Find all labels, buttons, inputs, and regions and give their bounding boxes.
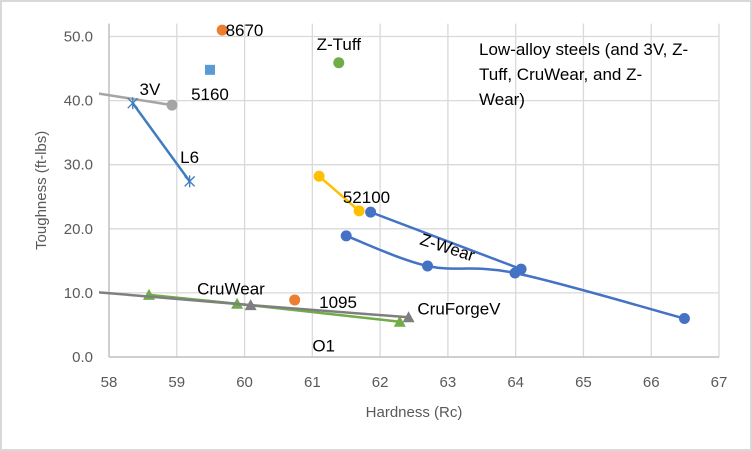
series-cruwear [289, 294, 301, 306]
x-tick-label: 60 [236, 374, 253, 391]
series-5160 [204, 64, 215, 75]
marker-3v-point [166, 99, 178, 111]
x-tick-label: 59 [168, 374, 185, 391]
point-label-cruforgev: CruForgeV [417, 299, 501, 318]
x-tick-label: 61 [304, 374, 321, 391]
y-axis-title: Toughness (ft-lbs) [33, 131, 50, 250]
x-tick-label: 62 [372, 374, 389, 391]
x-tick-label: 66 [643, 374, 660, 391]
y-tick-label: 0.0 [72, 349, 93, 366]
x-axis-title: Hardness (Rc) [366, 404, 463, 421]
marker-8670-point [216, 24, 228, 36]
series-1095 [99, 291, 415, 323]
series-line-3v [99, 92, 173, 107]
point-label-o1: O1 [312, 336, 335, 355]
x-tick-label: 64 [507, 374, 524, 391]
x-tick-label: 67 [711, 374, 728, 391]
series-cruforgev [340, 230, 690, 325]
series-line-z-wear [370, 210, 522, 271]
marker-cruwear-point [289, 294, 301, 306]
marker-52100-point [353, 205, 365, 217]
axes: 58 59 60 61 62 63 64 65 66 67 0.0 10.0 20.0 30.0 40.0 5… [64, 23, 728, 391]
gridlines [109, 23, 720, 357]
marker-o1-point [393, 315, 406, 327]
series-z-tuff [333, 57, 345, 69]
marker-cruforgev-point [422, 260, 434, 272]
point-label-8670: 8670 [226, 21, 264, 40]
y-tick-label: 50.0 [64, 29, 93, 46]
point-label-z-tuff: Z-Tuff [317, 35, 362, 54]
x-tick-label: 65 [575, 374, 592, 391]
marker-z-wear-point [365, 206, 377, 218]
series-line-52100 [318, 175, 360, 212]
marker-z-tuff-point [333, 57, 345, 69]
marker-cruforgev-point [509, 267, 521, 279]
point-label-3v: 3V [140, 80, 161, 99]
point-label-5160: 5160 [191, 85, 229, 104]
marker-l6-point [127, 97, 139, 110]
annotation-line: Tuff, CruWear, and Z- [479, 65, 642, 84]
series-3v [99, 92, 178, 111]
series-8670 [216, 24, 228, 36]
y-tick-label: 20.0 [64, 221, 93, 238]
series-line-l6 [131, 102, 191, 183]
x-tick-label: 58 [101, 374, 118, 391]
marker-52100-point [313, 170, 325, 182]
marker-1095-point [244, 299, 257, 311]
y-tick-label: 40.0 [64, 93, 93, 110]
series-group [99, 24, 690, 327]
point-label-l6: L6 [180, 148, 199, 167]
series-52100 [313, 170, 365, 217]
point-label-52100: 52100 [343, 188, 390, 207]
annotation-line: Wear) [479, 90, 525, 109]
marker-l6-point [184, 175, 196, 188]
x-tick-label: 63 [440, 374, 457, 391]
series-l6 [127, 97, 196, 188]
marker-cruforgev-point [340, 230, 352, 242]
marker-cruforgev-point [678, 313, 690, 325]
marker-1095-point [402, 311, 415, 323]
marker-5160-point [204, 64, 215, 75]
y-tick-label: 10.0 [64, 285, 93, 302]
series-line-cruforgev [345, 234, 685, 320]
annotation-line: Low-alloy steels (and 3V, Z- [479, 40, 688, 59]
point-label-cruwear: CruWear [197, 279, 265, 298]
y-tick-label: 30.0 [64, 157, 93, 174]
chart-annotation: Low-alloy steels (and 3V, Z- Tuff, CruWea… [479, 40, 688, 109]
point-labels: 86705160Z-Tuff3VL652100Z-WearCruForgeVCr… [140, 21, 502, 355]
point-label-1095: 1095 [319, 293, 357, 312]
